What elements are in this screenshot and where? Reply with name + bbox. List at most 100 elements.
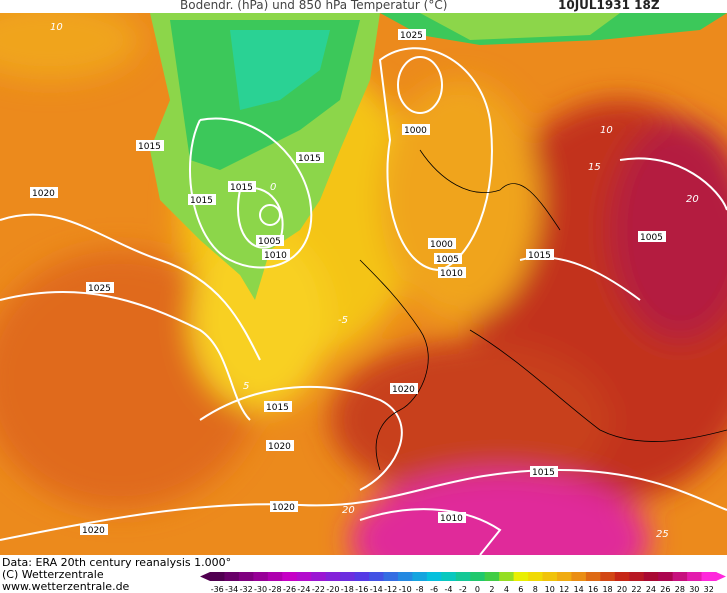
- legend-tick-label: -4: [445, 585, 453, 593]
- isobar-label-bg: [228, 181, 256, 192]
- legend-tick-label: -24: [297, 585, 310, 593]
- isobar-label: 1000: [430, 240, 453, 250]
- isobar-label: 1020: [268, 442, 291, 452]
- isobar-label: 1015: [298, 154, 321, 164]
- temperature-label: -5: [338, 315, 348, 326]
- legend-tick-label: 28: [675, 585, 685, 593]
- isobar-label-bg: [530, 466, 558, 477]
- isobar-label-bg: [296, 152, 324, 163]
- legend-tick-label: -26: [283, 585, 296, 593]
- legend-swatch: [224, 572, 240, 581]
- legend-tick-label: 8: [533, 585, 538, 593]
- legend-swatch: [397, 572, 413, 581]
- legend-tick-label: -16: [355, 585, 368, 593]
- temperature-label: 0: [270, 182, 276, 193]
- isobar-label: 1010: [264, 251, 287, 261]
- legend-swatch: [687, 572, 703, 581]
- legend-swatch: [354, 572, 370, 581]
- legend-swatch: [412, 572, 428, 581]
- legend-swatch: [325, 572, 341, 581]
- temperature-label: 10: [600, 125, 613, 136]
- map-title: Bodendr. (hPa) und 850 hPa Temperatur (°…: [180, 0, 447, 12]
- isobar-label: 1015: [230, 183, 253, 193]
- coastlines: [359, 149, 727, 471]
- copyright: (C) Wetterzentrale: [2, 568, 104, 581]
- legend-tick-label: 12: [559, 585, 569, 593]
- legend-tick-label: 14: [574, 585, 584, 593]
- legend-swatch: [267, 572, 283, 581]
- legend-tick-label: 4: [504, 585, 509, 593]
- isobar-label: 1015: [528, 251, 551, 261]
- legend-tick-label: -2: [459, 585, 467, 593]
- legend-swatch: [484, 572, 500, 581]
- isobar-label-bg: [80, 524, 108, 535]
- legend-swatch: [513, 572, 529, 581]
- legend-swatch: [441, 572, 457, 581]
- isobars: [0, 47, 727, 555]
- temperature-label: 5: [243, 381, 249, 392]
- legend-swatch: [701, 572, 717, 581]
- legend-tick-label: 16: [588, 585, 598, 593]
- legend-swatch: [340, 572, 356, 581]
- legend-tick-label: 2: [489, 585, 494, 593]
- legend-swatch: [311, 572, 327, 581]
- isobar-label: 1010: [440, 269, 463, 279]
- legend-tick-label: -28: [269, 585, 282, 593]
- legend-swatch: [455, 572, 471, 581]
- legend-tick-label: -8: [416, 585, 424, 593]
- legend-tick-label: 6: [518, 585, 523, 593]
- isobar-label: 1005: [436, 255, 459, 265]
- isobar-label-bg: [266, 440, 294, 451]
- legend-tick-label: 18: [602, 585, 612, 593]
- isobar-label-bg: [188, 194, 216, 205]
- isobar-label: 1025: [88, 284, 111, 294]
- legend-tick-label: 30: [689, 585, 699, 593]
- legend-arrow-left: [200, 572, 210, 581]
- temperature-label: 20: [342, 505, 355, 516]
- isobar-label-bg: [390, 383, 418, 394]
- temperature-label: 10: [50, 22, 63, 33]
- isobar-label: 1020: [32, 189, 55, 199]
- legend-tick-label: 10: [545, 585, 555, 593]
- legend-tick-label: 20: [617, 585, 627, 593]
- isobar-label: 1015: [138, 142, 161, 152]
- temperature-label: 25: [656, 529, 669, 540]
- isobar-label-bg: [438, 267, 466, 278]
- legend-swatch: [499, 572, 515, 581]
- isobar-label: 1015: [266, 403, 289, 413]
- isobar-label: 1020: [272, 503, 295, 513]
- legend-swatch: [672, 572, 688, 581]
- legend-tick-label: -6: [430, 585, 438, 593]
- legend-tick-label: -36: [211, 585, 224, 593]
- legend-swatch: [556, 572, 572, 581]
- isobar-label-bg: [136, 140, 164, 151]
- isobar-label: 1015: [532, 468, 555, 478]
- legend-tick-label: -14: [370, 585, 383, 593]
- temperature-label: 20: [686, 194, 699, 205]
- isobar-label: 1025: [400, 31, 423, 41]
- isobar-label-bg: [30, 187, 58, 198]
- isobar-label-bg: [262, 249, 290, 260]
- legend-arrow-right: [716, 572, 726, 581]
- legend-swatch: [658, 572, 674, 581]
- legend-swatch: [571, 572, 587, 581]
- isobar-label-bg: [526, 249, 554, 260]
- isobar-label-bg: [86, 282, 114, 293]
- isobar-label-bg: [438, 512, 466, 523]
- legend-tick-label: 22: [631, 585, 641, 593]
- isobar-label-bg: [398, 29, 426, 40]
- legend-tick-label: 0: [475, 585, 480, 593]
- legend-tick-label: -32: [240, 585, 253, 593]
- isobar-label-bg: [270, 501, 298, 512]
- temperature-label: 15: [588, 162, 601, 173]
- legend-swatch: [643, 572, 659, 581]
- isobar-label: 1020: [82, 526, 105, 536]
- legend-swatch: [253, 572, 269, 581]
- isobar-label-bg: [256, 235, 284, 246]
- legend-tick-label: 26: [660, 585, 670, 593]
- legend-swatch: [542, 572, 558, 581]
- isobar-label-bg: [402, 124, 430, 135]
- legend-swatch: [426, 572, 442, 581]
- website: www.wetterzentrale.de: [2, 580, 130, 593]
